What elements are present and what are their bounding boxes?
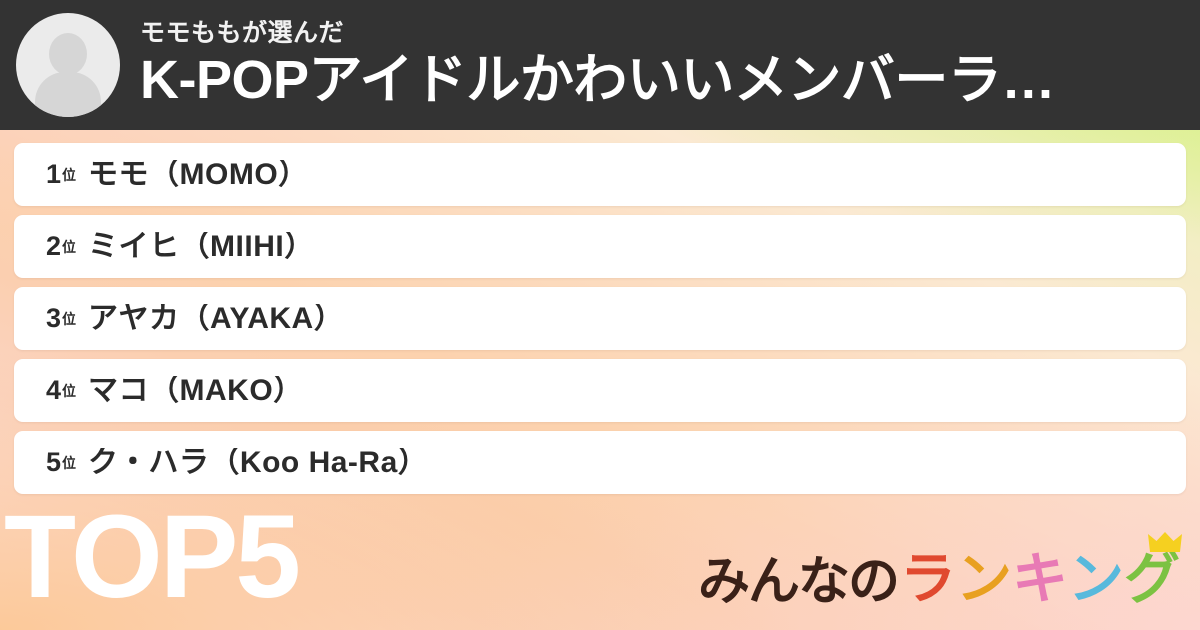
rank-unit-label: 位 bbox=[62, 382, 77, 399]
ranking-row-1[interactable]: 1 位 モモ（MOMO） bbox=[14, 143, 1186, 206]
logo-char-ki: キ bbox=[1012, 547, 1068, 612]
rank-unit-label: 位 bbox=[62, 166, 77, 183]
rank-number: 4 bbox=[46, 375, 62, 405]
rank-unit-label: 位 bbox=[62, 454, 77, 471]
logo-char-gu-text: グ bbox=[1124, 547, 1180, 612]
rank-number: 3 bbox=[46, 303, 62, 333]
logo-kana-text: みんなの bbox=[697, 552, 900, 612]
rank-number: 1 bbox=[46, 159, 62, 189]
rank-item-name: モモ（MOMO） bbox=[88, 159, 309, 190]
logo-char-n2: ン bbox=[1068, 547, 1124, 612]
default-user-avatar-icon bbox=[16, 13, 120, 117]
avatar-head-shape bbox=[49, 33, 87, 75]
ranking-row-3[interactable]: 3 位 アヤカ（AYAKA） bbox=[14, 287, 1186, 350]
rank-number: 5 bbox=[46, 447, 62, 477]
header-text-group: モモももが選んだ K-POPアイドルかわいいメンバーラ… bbox=[140, 20, 1186, 110]
logo-char-ra: ラ bbox=[900, 547, 956, 612]
rank-item-name: ミイヒ（MIIHI） bbox=[88, 231, 315, 262]
ranking-row-4[interactable]: 4 位 マコ（MAKO） bbox=[14, 359, 1186, 422]
header-subtitle: モモももが選んだ bbox=[140, 20, 345, 48]
minna-no-ranking-logo[interactable]: みんなの ラ ン キ ン グ bbox=[697, 532, 1182, 612]
ranking-row-5[interactable]: 5 位 ク・ハラ（Koo Ha-Ra） bbox=[14, 431, 1186, 494]
top-count-label: TOP5 bbox=[4, 491, 301, 623]
rank-item-name: ク・ハラ（Koo Ha-Ra） bbox=[88, 447, 429, 478]
header-bar: モモももが選んだ K-POPアイドルかわいいメンバーラ… bbox=[0, 0, 1200, 130]
rank-item-name: マコ（MAKO） bbox=[88, 375, 304, 406]
ranking-list: 1 位 モモ（MOMO） 2 位 ミイヒ（MIIHI） 3 位 アヤカ（AYAK… bbox=[14, 143, 1186, 494]
rank-item-name: アヤカ（AYAKA） bbox=[88, 303, 345, 334]
logo-char-gu: グ bbox=[1124, 532, 1182, 608]
rank-unit-label: 位 bbox=[62, 310, 77, 327]
rank-number: 2 bbox=[46, 231, 62, 261]
page-title: K-POPアイドルかわいいメンバーラ… bbox=[140, 49, 1055, 110]
avatar-body-shape bbox=[35, 72, 101, 117]
rank-unit-label: 位 bbox=[62, 238, 77, 255]
ranking-row-2[interactable]: 2 位 ミイヒ（MIIHI） bbox=[14, 215, 1186, 278]
crown-icon bbox=[1148, 532, 1182, 552]
logo-char-n1: ン bbox=[956, 547, 1012, 612]
